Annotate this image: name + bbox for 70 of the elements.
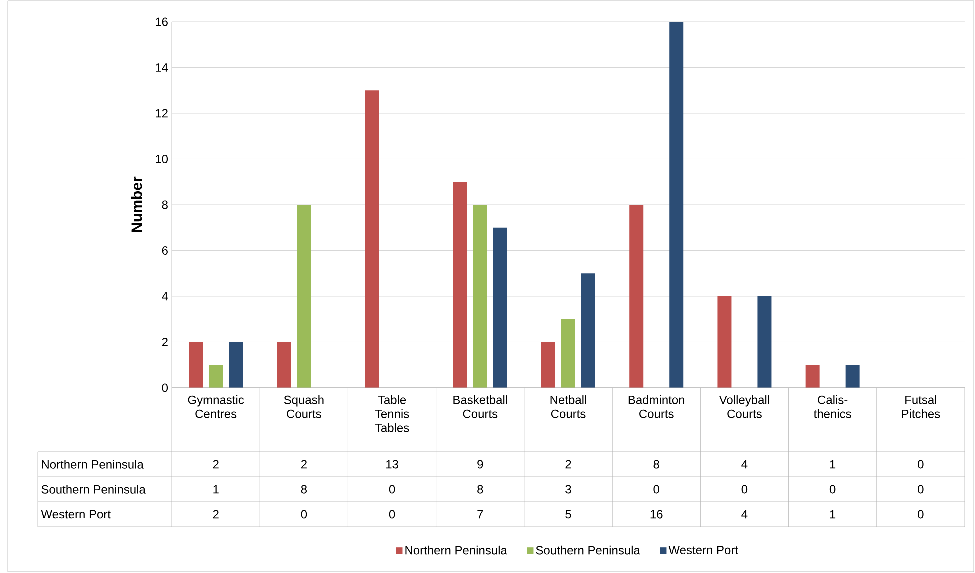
bar: [229, 342, 244, 388]
bar: [758, 296, 772, 388]
legend-label: Southern Peninsula: [536, 546, 640, 555]
data-label: 0: [389, 510, 396, 519]
y-tick-label: 14: [156, 64, 168, 72]
data-label: 8: [478, 485, 484, 494]
y-tick-label: 6: [162, 246, 168, 255]
data-label: 1: [830, 460, 836, 469]
bar: [277, 342, 292, 388]
bar: [562, 319, 576, 388]
data-label: 8: [654, 460, 660, 469]
x-tick-label: Squash Courts: [284, 396, 324, 418]
data-label: 13: [386, 460, 398, 469]
bar: [365, 90, 380, 388]
data-label: 7: [478, 510, 484, 519]
y-tick-label: 0: [162, 384, 168, 392]
x-tick-label: Netball Courts: [550, 396, 586, 418]
x-tick-label: Gymnastic Centres: [188, 396, 244, 418]
bar: [189, 342, 204, 388]
y-tick-label: 16: [156, 18, 168, 26]
bar: [493, 228, 508, 388]
bar: [806, 365, 820, 388]
data-label: 0: [918, 510, 924, 519]
bar: [630, 204, 644, 388]
data-label: 16: [650, 510, 663, 519]
x-tick-label: Badminton Courts: [628, 396, 685, 418]
data-label: 3: [566, 485, 572, 494]
bar: [297, 204, 312, 388]
bar: [473, 204, 488, 388]
data-label: 0: [918, 460, 924, 469]
data-label: 0: [301, 510, 308, 519]
data-label: 2: [566, 460, 572, 469]
data-label: 1: [830, 510, 836, 519]
text: Western Port: [41, 510, 111, 519]
x-tick-label: Basketball Courts: [454, 396, 508, 418]
bar: [846, 365, 860, 388]
data-label: 9: [478, 460, 484, 469]
bar: [670, 22, 684, 388]
y-tick-label: 4: [162, 292, 168, 301]
bar: [718, 296, 732, 388]
x-tick-label: Table Tennis Tables: [375, 396, 410, 432]
legend-label: Western Port: [668, 546, 738, 554]
data-label: 4: [742, 510, 748, 519]
data-label: 0: [918, 485, 924, 494]
data-label: 8: [301, 485, 308, 494]
y-axis-title: Number: [131, 176, 142, 232]
bar: [542, 342, 556, 388]
data-label: 4: [742, 460, 748, 469]
data-label: 0: [830, 485, 836, 494]
x-tick-label: Futsal Pitches: [902, 396, 940, 418]
text: Southern Peninsula: [42, 485, 146, 494]
x-tick-label: Volleyball Courts: [719, 396, 770, 418]
x-tick-label: Calis-thenics: [814, 396, 852, 418]
data-label: 0: [654, 485, 660, 494]
bar: [209, 365, 224, 388]
data-label: 2: [213, 510, 219, 519]
data-label: 0: [389, 485, 396, 494]
legend-label: Northern Peninsula: [406, 546, 508, 555]
y-tick-label: 10: [156, 155, 168, 164]
data-label: 1: [214, 485, 219, 494]
text: Northern Peninsula: [42, 460, 144, 469]
bar: [453, 182, 468, 388]
y-tick-label: 2: [162, 338, 168, 346]
data-label: 5: [566, 510, 572, 519]
data-label: 2: [213, 460, 219, 469]
data-label: 2: [301, 460, 307, 469]
y-tick-label: 12: [156, 109, 168, 118]
data-label: 0: [742, 485, 748, 494]
bar: [582, 274, 596, 388]
y-tick-label: 8: [162, 200, 168, 210]
